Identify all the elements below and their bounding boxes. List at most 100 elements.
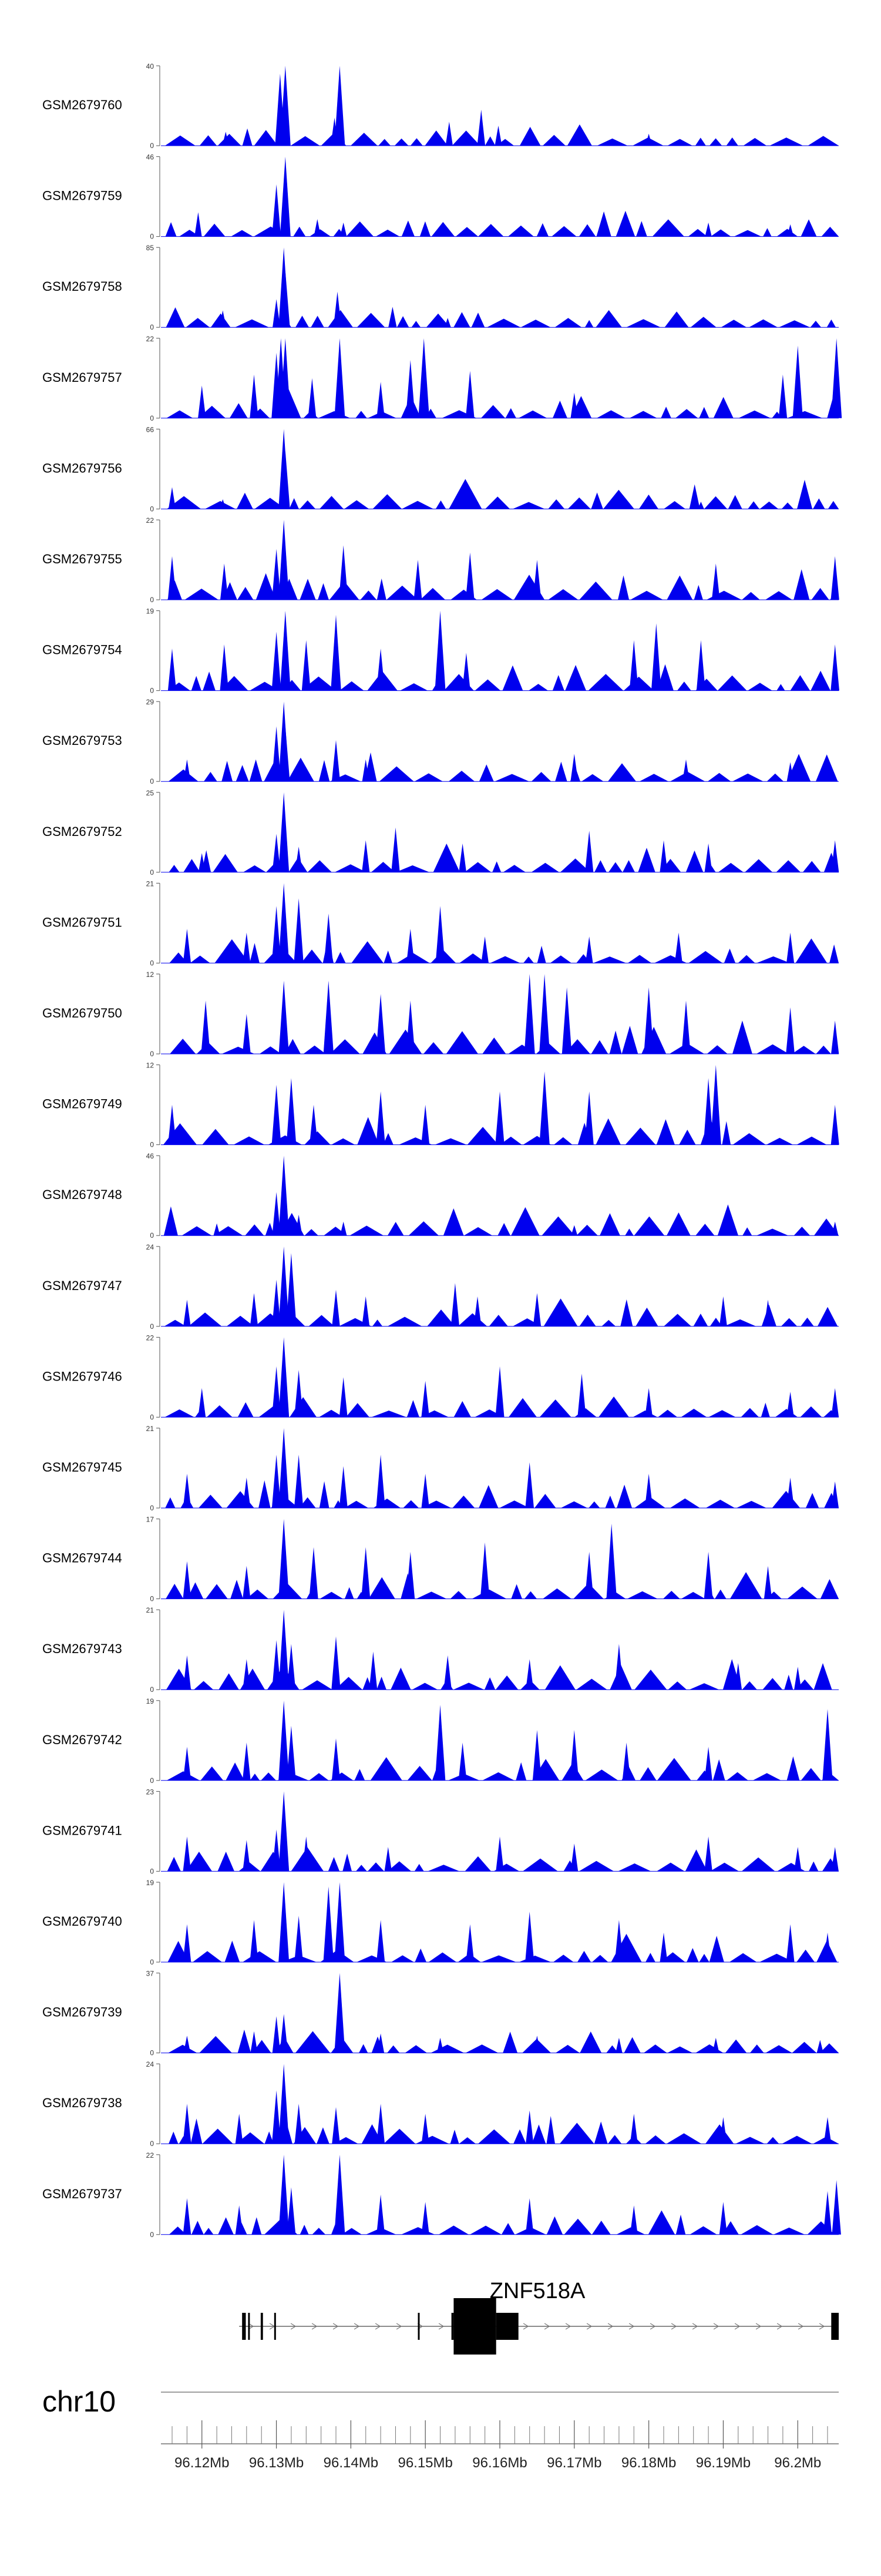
coverage-peak: [822, 1709, 833, 1781]
x-tick-label: 96.15Mb: [398, 2455, 452, 2471]
strand-chevron: [248, 2323, 254, 2330]
gene-exon: [453, 2298, 496, 2355]
coverage-peak: [278, 792, 290, 872]
coverage-peak: [421, 1473, 429, 1508]
coverage-peak: [525, 2198, 534, 2235]
coverage-peak: [719, 1296, 727, 1326]
coverage-peak: [651, 623, 661, 691]
coverage-background: [166, 1756, 839, 1781]
track-y-max-label: 25: [146, 789, 154, 797]
gene-exon: [242, 2313, 246, 2340]
coverage-peak: [278, 520, 290, 600]
coverage-peak: [682, 1227, 690, 1236]
coverage-peak: [278, 980, 289, 1054]
coverage-peak: [271, 726, 281, 782]
coverage-peak: [584, 1091, 594, 1145]
coverage-peak: [418, 338, 429, 418]
strand-chevron: [628, 2323, 635, 2330]
coverage-peak: [445, 122, 453, 146]
coverage-peak: [235, 2205, 243, 2235]
coverage-peak: [286, 1253, 297, 1326]
coverage-peak: [220, 563, 228, 600]
coverage-peak: [698, 502, 704, 509]
track-label: GSM2679753: [42, 733, 122, 748]
coverage-peak: [421, 1104, 430, 1145]
coverage-peak: [243, 932, 251, 963]
coverage-peak: [391, 827, 400, 872]
gene-exon: [496, 2313, 519, 2340]
track-GSM2679760: GSM2679760 40 0: [42, 62, 839, 150]
coverage-peak: [278, 1519, 290, 1599]
coverage-peak: [323, 1886, 334, 1962]
track-label: GSM2679757: [42, 370, 122, 385]
track-y-zero-label: 0: [150, 1050, 154, 1058]
coverage-background: [168, 2029, 839, 2053]
coverage-peak: [630, 2205, 638, 2235]
track-y-max-label: 40: [146, 62, 154, 70]
track-y-max-label: 22: [146, 516, 154, 525]
coverage-background: [166, 307, 836, 328]
coverage-background: [163, 1117, 839, 1145]
coverage-peak: [272, 1279, 281, 1326]
track-y-zero-label: 0: [150, 1776, 154, 1785]
track-y-zero-label: 0: [150, 142, 154, 150]
coverage-peak: [334, 66, 345, 146]
coverage-peak: [764, 1566, 772, 1599]
track-label: GSM2679745: [42, 1460, 122, 1475]
coverage-peak: [711, 563, 720, 600]
coverage-peak: [704, 1747, 712, 1781]
coverage-peak: [271, 1455, 281, 1508]
coverage-peak: [764, 1299, 772, 1326]
coverage-background: [164, 1396, 839, 1418]
coverage-peak: [340, 222, 347, 237]
coverage-peak: [376, 2194, 385, 2235]
coverage-peak: [787, 224, 794, 237]
coverage-peak: [167, 649, 177, 691]
coverage-peak: [421, 2202, 429, 2235]
track-GSM2679750: GSM2679750 12 0: [42, 970, 839, 1058]
coverage-peak: [526, 2110, 534, 2144]
coverage-peak: [816, 2040, 823, 2053]
track-y-max-label: 21: [146, 879, 154, 888]
coverage-peak: [361, 1547, 371, 1599]
track-GSM2679757: GSM2679757 22 0: [42, 335, 842, 422]
coverage-peak: [437, 227, 443, 237]
coverage-peak: [443, 1655, 452, 1690]
track-y-zero-label: 0: [150, 1595, 154, 1603]
coverage-peak: [168, 487, 176, 509]
coverage-background: [166, 1659, 832, 1690]
coverage-peak: [272, 549, 281, 600]
coverage-peak: [272, 1192, 281, 1236]
coverage-peak: [533, 560, 542, 600]
coverage-peak: [436, 2037, 444, 2053]
track-label: GSM2679748: [42, 1187, 122, 1202]
coverage-peak: [458, 1742, 467, 1781]
strand-chevron: [332, 2323, 339, 2330]
coverage-peak: [183, 1299, 191, 1326]
coverage-peak: [362, 1296, 370, 1326]
coverage-peak: [332, 2107, 340, 2144]
track-GSM2679754: GSM2679754 19 0: [42, 607, 839, 695]
x-tick-label: 96.12Mb: [174, 2455, 229, 2471]
coverage-peak: [243, 1477, 251, 1508]
gene-exon: [451, 2313, 454, 2340]
coverage-peak: [183, 1473, 191, 1508]
track-GSM2679743: GSM2679743 21 0: [42, 1606, 839, 1694]
coverage-peak: [435, 610, 446, 691]
track-label: GSM2679760: [42, 98, 122, 112]
track-GSM2679753: GSM2679753 29 0: [42, 698, 839, 785]
coverage-peak: [376, 1455, 385, 1508]
track-y-zero-label: 0: [150, 1685, 154, 1694]
coverage-peak: [314, 219, 321, 237]
coverage-peak: [333, 291, 342, 328]
coverage-peak: [250, 2031, 258, 2053]
coverage-peak: [704, 843, 712, 872]
coverage-peak: [585, 831, 594, 872]
track-y-zero-label: 0: [150, 596, 154, 604]
gene-exon: [260, 2313, 263, 2340]
coverage-peak: [630, 2114, 638, 2144]
coverage-peak: [294, 1455, 304, 1508]
gene-model-track: ZNF518A: [239, 2279, 839, 2355]
coverage-peak: [331, 1738, 341, 1781]
coverage-peak: [331, 740, 341, 782]
